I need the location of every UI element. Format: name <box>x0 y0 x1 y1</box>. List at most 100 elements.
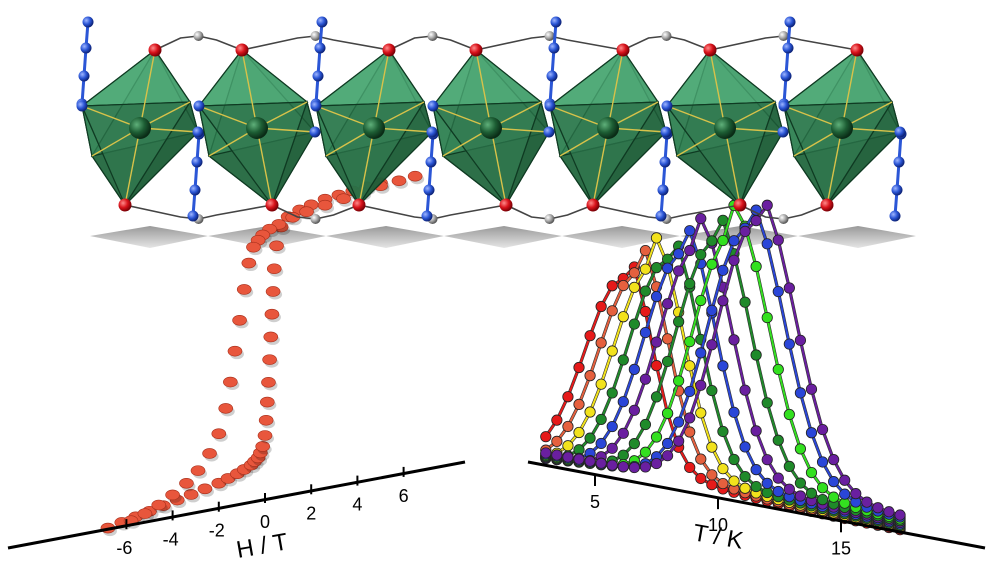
temperature-point <box>717 463 729 475</box>
nitrogen-atom <box>659 156 671 168</box>
temperature-point <box>684 412 696 424</box>
metal-bond <box>241 49 258 129</box>
temperature-point <box>661 450 674 462</box>
oxygen-atom <box>616 43 630 57</box>
temperature-point <box>584 406 596 418</box>
hysteresis-point <box>236 284 252 295</box>
coordination-chain <box>76 16 907 224</box>
temperature-point <box>706 384 718 397</box>
hysteresis-point <box>258 414 274 426</box>
hysteresis-point <box>232 314 247 326</box>
temperature-point <box>673 316 685 328</box>
temperature-point <box>717 295 729 307</box>
temperature-point <box>750 464 762 476</box>
hysteresis-point <box>151 499 167 511</box>
temperature-point <box>684 385 696 398</box>
temperature-point <box>650 360 663 372</box>
hysteresis-point <box>336 193 351 205</box>
nitrogen-atom <box>316 16 328 28</box>
temperature-point <box>695 347 707 359</box>
temperature-point <box>761 199 773 211</box>
temperature-point <box>717 425 729 438</box>
oxygen-atom <box>382 43 396 57</box>
temperature-point <box>540 431 552 443</box>
metal-atom <box>129 117 151 139</box>
temperature-point <box>684 244 696 257</box>
octahedron-face <box>782 49 894 107</box>
temperature-point <box>639 446 652 458</box>
temperature-point <box>772 234 784 246</box>
metal-bond <box>709 49 726 129</box>
temperature-point <box>650 457 663 470</box>
metal-bond <box>724 127 741 206</box>
nitrogen-atom <box>660 126 672 138</box>
carbon-atom <box>778 31 789 41</box>
temperature-point <box>617 449 629 461</box>
temperature-point <box>595 437 607 450</box>
temperature-point <box>872 502 884 514</box>
metal-bond <box>124 127 141 206</box>
temperature-point <box>706 339 718 351</box>
temperature-point <box>595 337 607 349</box>
temperature-point <box>617 354 629 366</box>
temperature-point <box>606 305 618 317</box>
temperature-point <box>816 456 829 468</box>
octahedron-face <box>314 49 426 107</box>
temperature-point <box>783 408 795 421</box>
temperature-point <box>628 404 640 416</box>
temperature-point <box>551 449 563 461</box>
temperature-point <box>828 454 840 466</box>
temperature-point <box>805 466 818 479</box>
temperature-point <box>617 461 629 473</box>
oxygen-atom <box>352 198 366 212</box>
temperature-point <box>805 383 818 395</box>
temperature-point <box>717 264 729 276</box>
temperature-point <box>573 361 585 374</box>
temperature-point <box>661 407 674 419</box>
temperature-point <box>828 476 840 488</box>
temperature-point <box>551 414 563 426</box>
hysteresis-point <box>391 175 407 187</box>
temperature-point <box>728 406 740 418</box>
temperature-point <box>661 355 674 368</box>
temperature-point <box>850 488 862 500</box>
octahedron-face <box>548 49 660 107</box>
octahedron-face <box>783 101 894 207</box>
temperature-axis-title: T / K <box>691 519 745 554</box>
hysteresis-point <box>263 331 279 343</box>
temperature-point <box>739 441 751 453</box>
temperature-point <box>650 391 663 403</box>
temperature-point <box>794 334 807 346</box>
hysteresis-ticks: -6 -4 -2 0 2 4 6 <box>116 466 409 558</box>
temperature-point <box>706 235 718 247</box>
hysteresis-axis-line <box>7 460 466 550</box>
temperature-point <box>673 435 685 447</box>
temperature-point <box>661 298 674 310</box>
temperature-point <box>861 496 873 508</box>
temperature-point <box>839 488 851 500</box>
hysteresis-point <box>262 354 277 365</box>
temperature-point <box>639 373 652 385</box>
oxygen-atom <box>820 198 834 212</box>
temperature-point <box>739 384 751 396</box>
temperature-point <box>684 225 696 237</box>
temperature-point <box>606 459 618 471</box>
temperature-point <box>739 482 751 494</box>
temperature-point <box>750 260 762 273</box>
temperature-point <box>761 238 773 250</box>
oxygen-atom <box>703 43 717 57</box>
nitrogen-atom <box>661 100 673 112</box>
nitrogen-atom <box>78 70 90 82</box>
nitrogen-atom <box>546 70 558 82</box>
azide-bond <box>893 133 903 217</box>
hysteresis-point <box>241 257 257 269</box>
metal-atom <box>714 117 736 139</box>
nitrogen-atom <box>312 70 324 82</box>
temperature-point <box>717 234 729 247</box>
carbon-atom <box>193 31 204 41</box>
nitrogen-atom <box>187 210 199 222</box>
temperature-point <box>739 225 751 238</box>
temperature-axis <box>527 460 986 550</box>
hysteresis-point <box>218 403 234 414</box>
nitrogen-atom <box>777 126 789 138</box>
